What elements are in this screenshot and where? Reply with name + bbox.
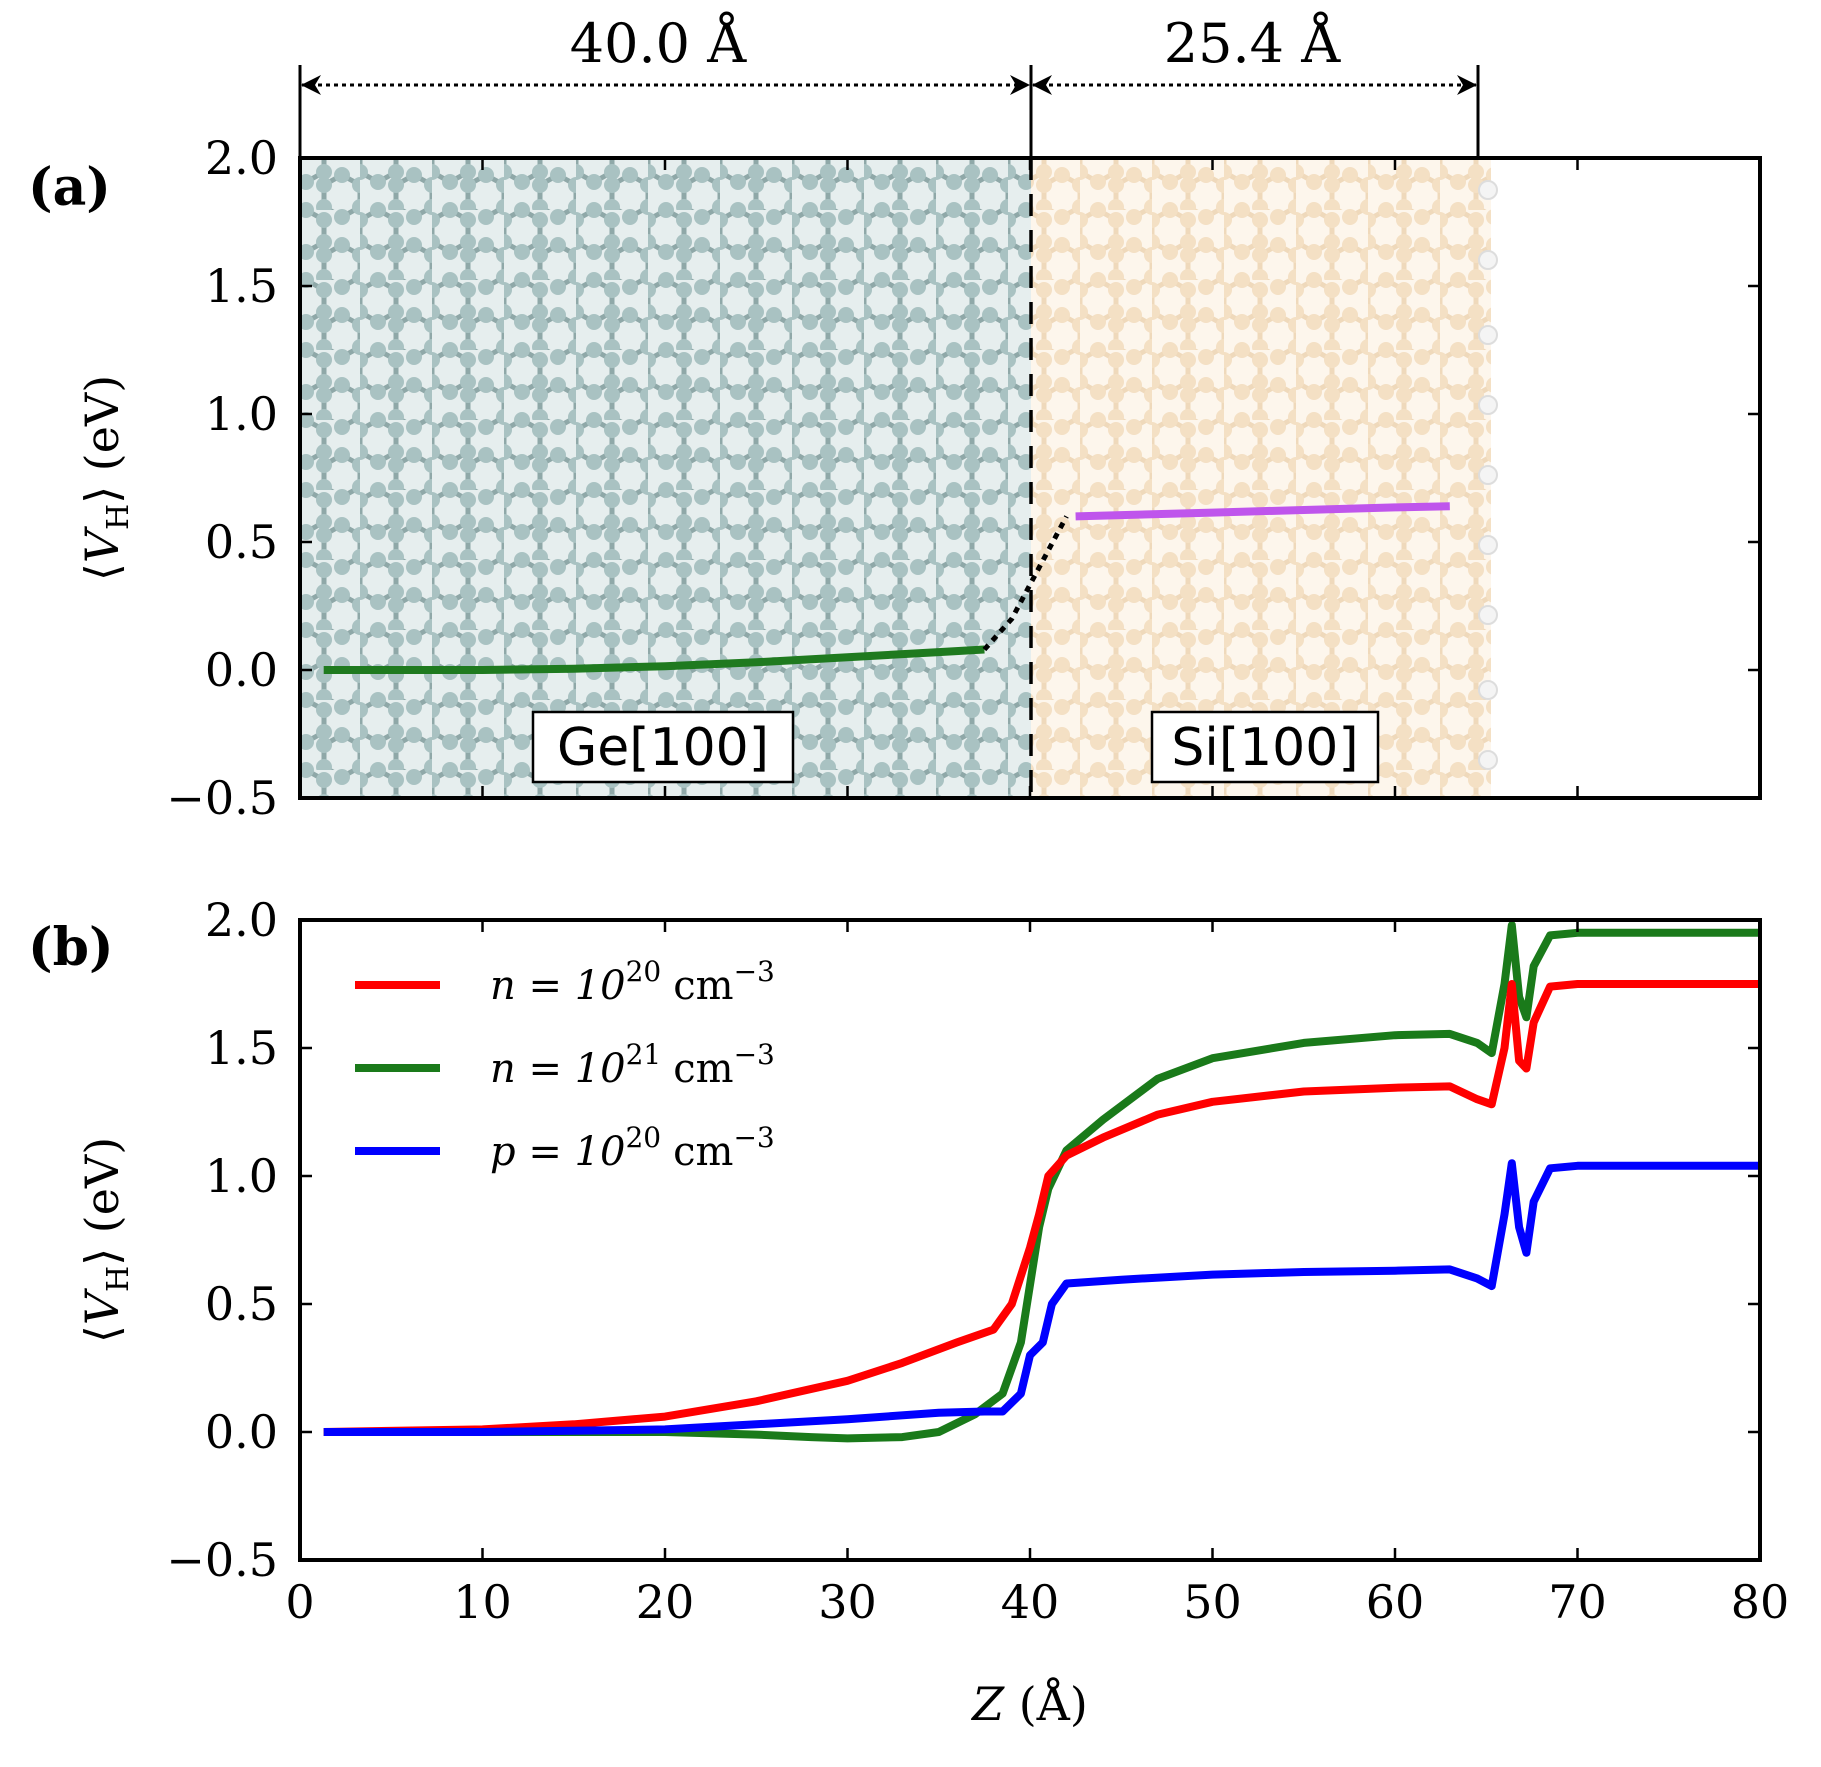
panel-b-series (323, 921, 1760, 1443)
panel-b-ylabel: ⟨VH⟩ (eV) (75, 1137, 136, 1343)
panel-b: (b) n = 1020 cm−3 n = 1021 cm−3 p = 1020 cm−3… (28, 893, 1789, 1731)
ge-region-label: Ge[100] (557, 718, 769, 778)
panel-a-series-2 (1075, 502, 1450, 521)
panel-b-ticks: −0.5 0.0 0.5 1.0 1.5 2.0 0 10 20 30 40 50 60 70 80 (166, 893, 1789, 1629)
y-tick-label: 2.0 (205, 131, 278, 185)
dim-left-label: 40.0 Å (570, 10, 747, 75)
ge-lattice-image (300, 158, 1031, 798)
dimension-annotations: 40.0 Å 25.4 Å (298, 10, 1480, 220)
si-region-box: Si[100] (1150, 710, 1380, 784)
x-tick-label: 70 (1548, 1575, 1607, 1629)
x-tick-label: 0 (285, 1575, 314, 1629)
legend-label-0: n = 1020 cm−3 (490, 955, 775, 1009)
si-region-label: Si[100] (1171, 718, 1358, 778)
legend-label-1: n = 1021 cm−3 (490, 1038, 775, 1092)
ge-region-box: Ge[100] (531, 710, 795, 784)
x-tick-label: 60 (1366, 1575, 1425, 1629)
y-tick-label: 0.5 (205, 1277, 278, 1331)
y-tick-label: 0.0 (205, 643, 278, 697)
y-tick-label: 1.0 (205, 1149, 278, 1203)
y-tick-label: 1.0 (205, 387, 278, 441)
legend-label-2: p = 1020 cm−3 (490, 1121, 775, 1175)
y-tick-label: 2.0 (205, 893, 278, 947)
panel-a: (a) 40.0 Å 25.4 Å (28, 10, 1762, 825)
panel-b-label: (b) (28, 917, 114, 978)
panel-a-series-0 (323, 645, 985, 674)
y-tick-label: 0.5 (205, 515, 278, 569)
si-lattice-image (1031, 158, 1491, 798)
series-line-1 (323, 921, 1760, 1443)
y-tick-label: −0.5 (166, 771, 278, 825)
x-tick-label: 10 (453, 1575, 512, 1629)
y-tick-label: 1.5 (205, 1021, 278, 1075)
series-line-0 (323, 980, 1760, 1436)
x-tick-label: 80 (1731, 1575, 1790, 1629)
panel-a-ticks: −0.5 0.0 0.5 1.0 1.5 2.0 (166, 131, 1762, 825)
y-tick-label: −0.5 (166, 1533, 278, 1587)
x-tick-label: 20 (636, 1575, 695, 1629)
h-termination-atoms (1478, 180, 1498, 770)
y-tick-label: 0.0 (205, 1405, 278, 1459)
panel-a-ylabel: ⟨VH⟩ (eV) (75, 375, 136, 581)
x-tick-label: 30 (818, 1575, 877, 1629)
dim-right-label: 25.4 Å (1164, 10, 1341, 75)
legend: n = 1020 cm−3 n = 1021 cm−3 p = 1020 cm−3 (355, 955, 775, 1175)
x-tick-label: 40 (1001, 1575, 1060, 1629)
y-tick-label: 1.5 (205, 259, 278, 313)
series-line-2 (323, 1159, 1760, 1436)
panel-a-label: (a) (28, 157, 111, 218)
panel-a-series (323, 502, 1450, 674)
panel-b-xlabel: Z (Å) (970, 1676, 1088, 1731)
x-tick-label: 50 (1183, 1575, 1242, 1629)
